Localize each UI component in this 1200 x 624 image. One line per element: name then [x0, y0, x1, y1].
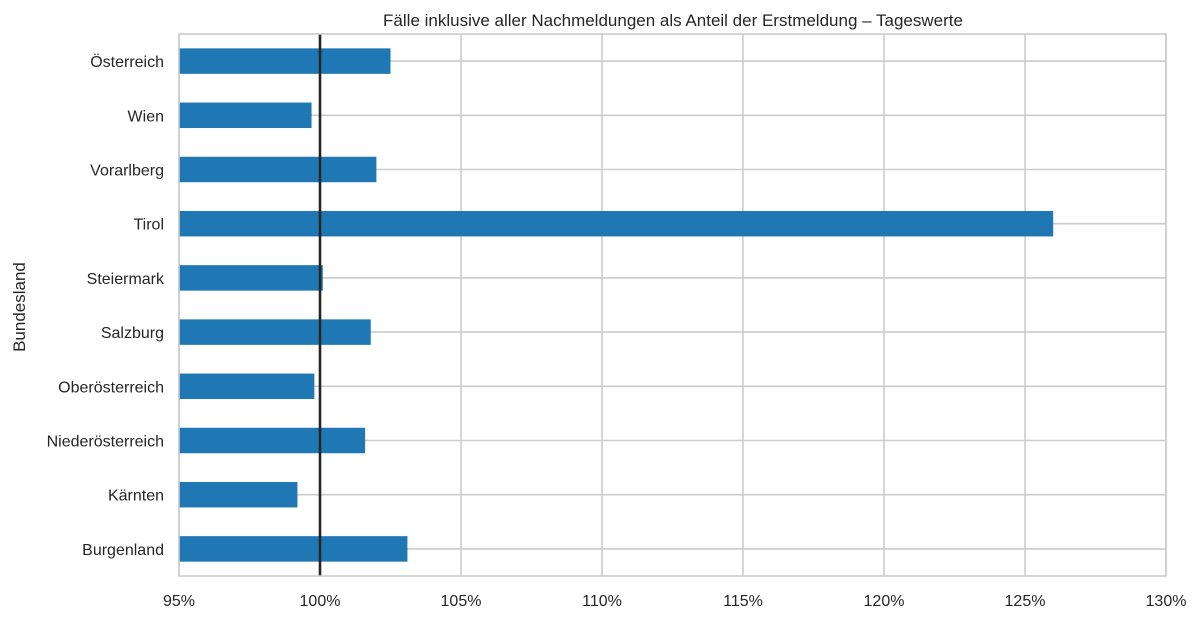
y-tick-label: Österreich	[90, 53, 164, 71]
y-tick-label: Vorarlberg	[90, 163, 164, 180]
x-tick-label: 100%	[300, 593, 341, 610]
bar	[179, 48, 391, 74]
x-tick-labels: 95% 100% 105% 110% 115% 120% 125% 130%	[163, 593, 1186, 610]
x-tick-label: 95%	[163, 593, 195, 610]
y-tick-label: Kärnten	[108, 488, 164, 505]
bar	[179, 373, 315, 400]
y-tick-label: Tirol	[133, 217, 164, 234]
x-tick-label: 120%	[864, 593, 905, 610]
y-tick-label: Oberösterreich	[58, 379, 164, 396]
y-tick-label: Wien	[128, 108, 164, 125]
y-tick-label: Salzburg	[101, 325, 164, 342]
x-tick-label: 110%	[582, 593, 622, 610]
x-tick-label: 105%	[441, 593, 482, 610]
chart-title: Fälle inklusive aller Nachmeldungen als …	[383, 11, 963, 30]
x-tick-label: 115%	[723, 593, 763, 610]
y-axis-label: Bundesland	[10, 262, 29, 352]
bar	[179, 265, 323, 291]
plot-border	[178, 33, 1167, 577]
bar	[179, 319, 371, 345]
bar	[179, 481, 298, 508]
x-tick-label: 125%	[1005, 593, 1046, 610]
plot-frame	[178, 33, 1167, 577]
bar	[179, 210, 1054, 237]
y-tick-label: Niederösterreich	[47, 434, 164, 451]
bar	[179, 427, 366, 454]
y-tick-labels: Österreich Wien Vorarlberg Tirol Steiermark S…	[47, 53, 165, 559]
bar	[179, 536, 408, 562]
grid-lines	[178, 34, 1167, 576]
y-tick-label: Steiermark	[87, 271, 165, 288]
bar	[179, 156, 377, 183]
bar	[179, 102, 312, 129]
bars	[179, 48, 1054, 562]
y-tick-label: Burgenland	[82, 542, 164, 559]
x-tick-label: 130%	[1146, 593, 1187, 610]
